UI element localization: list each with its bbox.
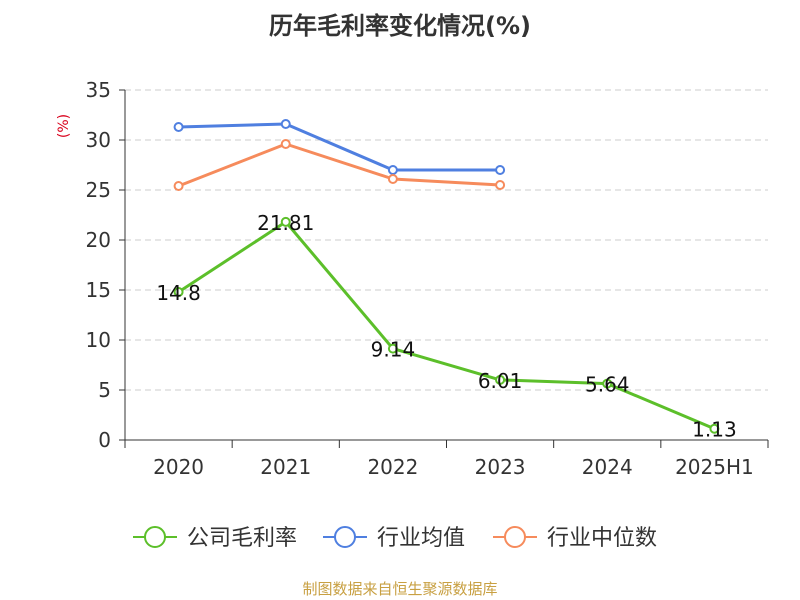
data-point	[709, 423, 720, 434]
axes: 0 5 10 15 20 25 30 35 2020 2021 2022 2023 2024 2025H1	[86, 78, 769, 479]
series-line	[177, 220, 715, 431]
y-tick-label: 10	[86, 328, 111, 352]
data-point	[495, 374, 506, 385]
data-point	[280, 139, 291, 149]
legend-label: 行业均值	[377, 526, 465, 551]
x-tick-label: 2025H1	[675, 455, 754, 479]
series-line	[178, 122, 501, 172]
legend-label: 行业中位数	[547, 526, 657, 551]
x-tick-label: 2020	[153, 455, 204, 479]
y-tick-label: 5	[98, 378, 111, 402]
data-point	[280, 119, 291, 129]
legend-item: 行业中位数	[493, 526, 657, 551]
source-note: 制图数据来自恒生聚源数据库	[302, 580, 497, 598]
x-tick-label: 2024	[582, 455, 633, 479]
y-axis-unit-label: (%)	[56, 114, 72, 138]
data-point	[387, 174, 398, 184]
data-point	[387, 343, 398, 354]
x-tick-label: 2023	[475, 455, 526, 479]
y-tick-label: 25	[86, 178, 111, 202]
data-label: 5.64	[585, 373, 630, 397]
data-point	[173, 287, 184, 297]
y-tick-label: 30	[86, 128, 111, 152]
x-tick-label: 2021	[260, 455, 311, 479]
legend-item: 公司毛利率	[133, 526, 297, 551]
legend-item: 行业均值	[323, 526, 465, 551]
legend-marker	[334, 526, 356, 548]
chart-title: 历年毛利率变化情况(%)	[269, 12, 531, 40]
y-tick-label: 15	[86, 278, 111, 302]
series-line	[178, 142, 501, 188]
data-point	[387, 165, 398, 175]
data-point	[280, 216, 291, 227]
y-tick-label: 35	[86, 78, 111, 102]
data-label: 9.14	[371, 338, 416, 362]
data-point	[495, 165, 506, 175]
legend: 公司毛利率 行业均值 行业中位数	[133, 526, 657, 551]
legend-marker	[504, 526, 526, 548]
x-tick-label: 2022	[367, 455, 418, 479]
data-point	[495, 180, 506, 190]
data-label: 21.81	[257, 211, 314, 235]
data-point	[602, 378, 613, 389]
y-tick-label: 0	[98, 428, 111, 452]
data-label: 1.13	[692, 418, 737, 442]
legend-marker	[144, 526, 166, 548]
legend-label: 公司毛利率	[187, 526, 297, 551]
series-lines	[173, 119, 720, 434]
data-point	[173, 181, 184, 191]
data-label: 6.01	[478, 369, 523, 393]
data-labels: 14.8 21.81 9.14 6.01 5.64 1.13	[156, 211, 736, 442]
y-tick-label: 20	[86, 228, 111, 252]
data-label: 14.8	[156, 281, 201, 305]
gridlines	[125, 89, 768, 391]
data-point	[173, 122, 184, 132]
